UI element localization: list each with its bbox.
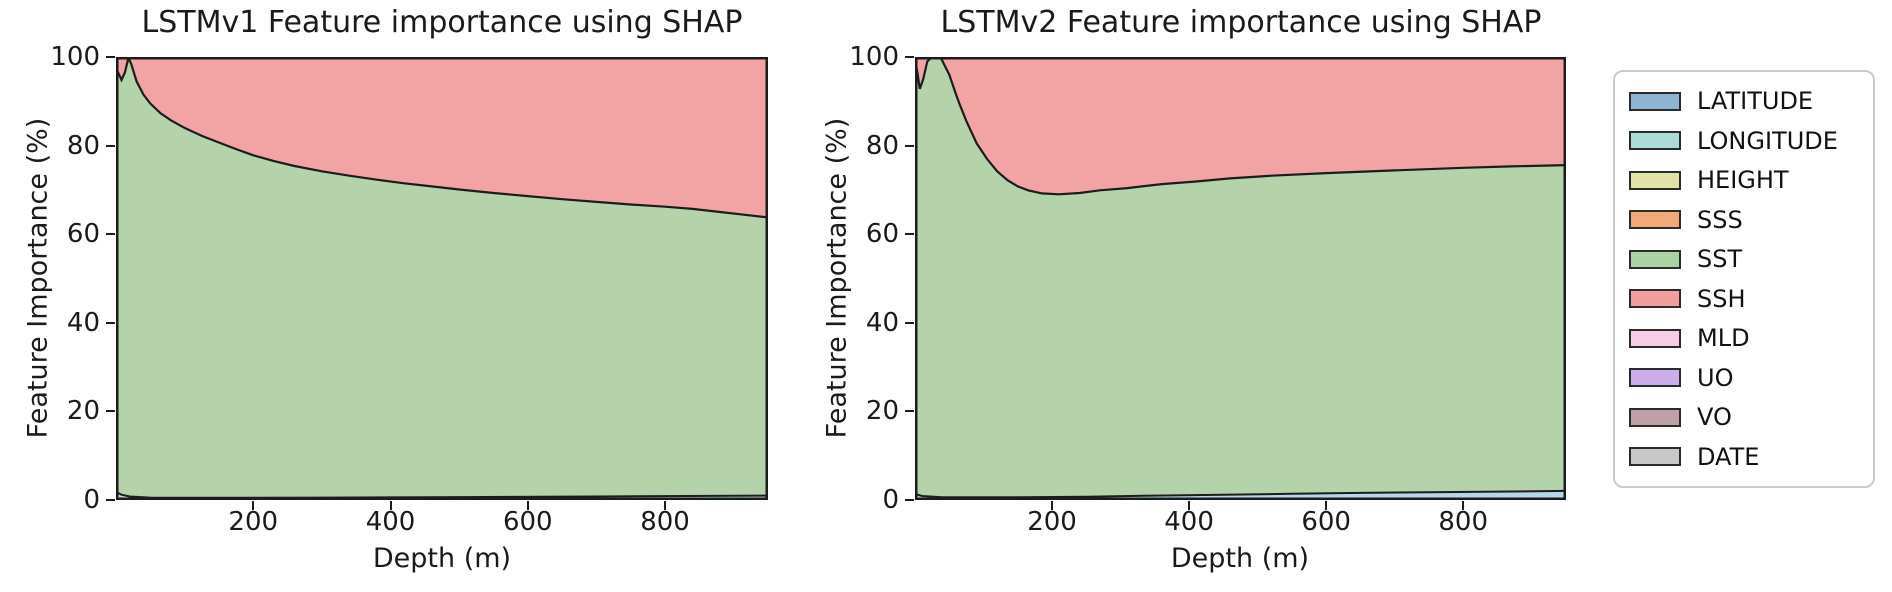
legend-swatch-mld xyxy=(1629,328,1681,348)
legend-swatch-sst xyxy=(1629,249,1681,269)
legend: LATITUDE LONGITUDE HEIGHT SSS SST SSH MLD UO VO D… xyxy=(1613,70,1875,488)
chart2-x-tick-mark-600 xyxy=(1325,501,1328,510)
legend-label-vo: VO xyxy=(1697,403,1732,432)
chart2-x-tick-mark-200 xyxy=(1051,501,1054,510)
legend-item-vo: VO xyxy=(1627,398,1861,436)
chart2-y-tick-label-80: 80 xyxy=(865,130,899,161)
chart1-y-axis-label: Feature Importance (%) xyxy=(22,117,54,439)
chart2-stackplot xyxy=(915,57,1566,500)
chart2-sst-boundary xyxy=(915,57,1566,196)
chart2-x-tick-label-800: 800 xyxy=(1438,507,1489,537)
legend-item-sss: SSS xyxy=(1627,201,1861,239)
chart1-y-tick-label-40: 40 xyxy=(66,307,100,338)
chart2-y-tick-label-40: 40 xyxy=(865,307,899,338)
chart1-x-axis-label: Depth (m) xyxy=(372,543,512,574)
chart1-y-tick-label-80: 80 xyxy=(66,130,100,161)
chart1-y-tick-mark-100 xyxy=(106,56,115,58)
chart1-y-tick-label-100: 100 xyxy=(50,42,100,72)
chart1-stackplot xyxy=(116,57,768,500)
chart2-sst-area xyxy=(915,57,1566,500)
chart2-y-tick-mark-20 xyxy=(905,410,914,413)
chart2-x-tick-label-200: 200 xyxy=(1027,507,1077,537)
chart2-y-tick-label-60: 60 xyxy=(865,219,899,250)
chart2-y-tick-mark-60 xyxy=(905,233,914,236)
legend-item-latitude: LATITUDE xyxy=(1627,82,1861,120)
chart2-x-axis-label: Depth (m) xyxy=(1170,543,1310,574)
chart2-y-tick-mark-40 xyxy=(905,321,914,324)
chart1-x-tick-mark-800 xyxy=(664,501,667,510)
legend-item-sst: SST xyxy=(1627,240,1861,278)
legend-item-date: DATE xyxy=(1627,438,1861,476)
chart1-title: LSTMv1 Feature importance using SHAP xyxy=(141,5,743,40)
legend-swatch-ssh xyxy=(1629,289,1681,309)
chart1-x-tick-label-600: 600 xyxy=(502,507,553,537)
chart1-x-tick-label-400: 400 xyxy=(365,507,416,537)
legend-label-height: HEIGHT xyxy=(1697,166,1789,195)
chart2-y-tick-mark-100 xyxy=(905,56,914,58)
legend-label-sst: SST xyxy=(1697,245,1743,274)
legend-swatch-height xyxy=(1629,170,1681,190)
legend-label-uo: UO xyxy=(1697,363,1734,392)
chart2-others-boundary xyxy=(915,489,1566,499)
chart1-y-tick-mark-80 xyxy=(106,144,115,147)
chart2-spines xyxy=(915,57,1566,500)
chart2-x-tick-mark-800 xyxy=(1462,501,1465,510)
legend-item-longitude: LONGITUDE xyxy=(1627,122,1861,160)
legend-swatch-vo xyxy=(1629,407,1681,427)
chart2-x-tick-mark-400 xyxy=(1188,501,1191,510)
chart1-x-tick-mark-400 xyxy=(389,501,392,510)
chart1-y-tick-label-0: 0 xyxy=(83,485,100,515)
legend-label-mld: MLD xyxy=(1697,324,1750,353)
legend-label-ssh: SSH xyxy=(1697,284,1746,313)
chart1-sst-area xyxy=(116,57,768,500)
legend-item-height: HEIGHT xyxy=(1627,161,1861,199)
chart1-x-tick-mark-600 xyxy=(526,501,529,510)
chart1-y-tick-mark-20 xyxy=(106,410,115,413)
legend-swatch-longitude xyxy=(1629,131,1681,151)
chart2-y-tick-mark-0 xyxy=(905,499,914,501)
chart1-x-tick-label-800: 800 xyxy=(640,507,690,537)
legend-item-uo: UO xyxy=(1627,359,1861,397)
chart1-x-tick-label-200: 200 xyxy=(228,507,279,537)
chart2-y-tick-label-100: 100 xyxy=(849,42,899,72)
legend-label-sss: SSS xyxy=(1697,205,1743,234)
legend-swatch-uo xyxy=(1629,368,1681,388)
chart2-y-tick-mark-80 xyxy=(905,144,914,147)
chart1-y-tick-mark-0 xyxy=(106,499,115,501)
chart2-x-tick-label-600: 600 xyxy=(1301,507,1351,537)
chart1-sst-boundary xyxy=(116,57,768,219)
legend-item-mld: MLD xyxy=(1627,319,1861,357)
legend-item-ssh: SSH xyxy=(1627,280,1861,318)
chart2-y-tick-label-20: 20 xyxy=(865,396,899,427)
legend-swatch-sss xyxy=(1629,210,1681,230)
chart1-y-tick-label-60: 60 xyxy=(66,219,100,250)
chart1-y-tick-mark-60 xyxy=(106,233,115,236)
chart1-plot-area xyxy=(116,57,768,500)
chart1-spines xyxy=(116,57,768,500)
chart2-x-tick-label-400: 400 xyxy=(1164,507,1214,537)
legend-swatch-date xyxy=(1629,447,1681,467)
chart2-y-axis-label: Feature Importance (%) xyxy=(821,117,853,439)
chart2-title: LSTMv2 Feature importance using SHAP xyxy=(940,5,1542,40)
legend-label-date: DATE xyxy=(1697,442,1760,471)
legend-label-longitude: LONGITUDE xyxy=(1697,126,1838,155)
chart2-y-tick-label-0: 0 xyxy=(882,485,899,515)
chart1-y-tick-mark-40 xyxy=(106,321,115,324)
chart1-y-tick-label-20: 20 xyxy=(66,396,100,427)
chart1-x-tick-mark-200 xyxy=(252,501,255,510)
legend-swatch-latitude xyxy=(1629,91,1681,111)
chart2-plot-area xyxy=(915,57,1566,500)
legend-label-latitude: LATITUDE xyxy=(1697,87,1814,115)
